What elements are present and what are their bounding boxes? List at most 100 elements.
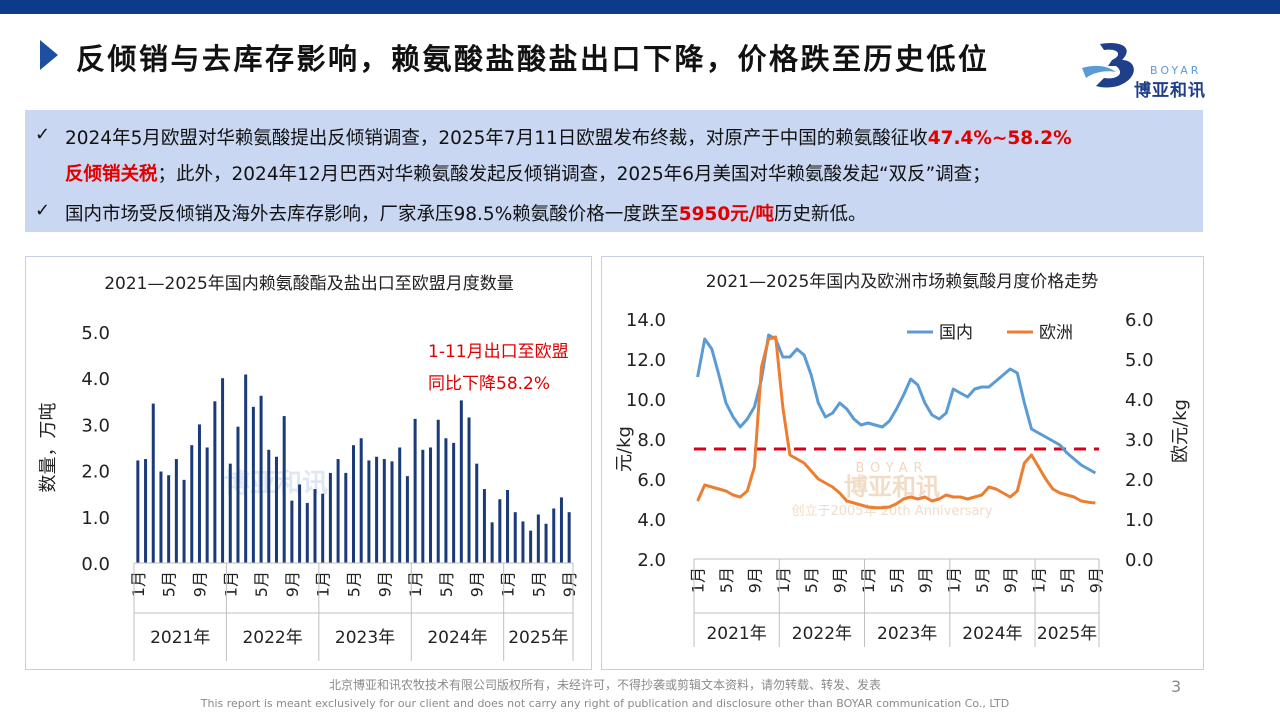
summary-bullet-1-line-1: 2024年5月欧盟对华赖氨酸提出反倾销调查，2025年7月11日欧盟发布终裁，对… <box>65 124 1072 150</box>
bar <box>328 472 332 563</box>
y-tick-label: 0.0 <box>81 554 110 575</box>
y-left-tick-label: 14.0 <box>626 310 666 331</box>
bar <box>197 424 201 563</box>
watermark-subtext: 创立于2005年 20th Anniversary <box>791 504 992 519</box>
bar <box>251 406 255 563</box>
x-month-label: 1月 <box>406 571 425 597</box>
price-line-chart: 2021—2025年国内及欧洲市场赖氨酸月度价格走势BOYAR博亚和讯创立于20… <box>614 272 1191 647</box>
bar <box>559 497 563 563</box>
x-year-label: 2021年 <box>150 628 210 648</box>
x-year-label: 2022年 <box>792 624 852 644</box>
x-month-label: 1月 <box>689 567 708 593</box>
x-year-label: 2023年 <box>877 624 937 644</box>
summary-bullet-2: 国内市场受反倾销及海外去库存影响，厂家承压98.5%赖氨酸价格一度跌至5950元… <box>65 200 867 226</box>
series-line-domestic <box>696 333 1097 475</box>
bar <box>536 514 540 563</box>
bar <box>405 476 409 563</box>
y-right-tick-label: 4.0 <box>1125 390 1154 411</box>
y-right-tick-label: 6.0 <box>1125 310 1154 331</box>
top-accent-bar <box>0 0 1280 14</box>
x-year-label: 2023年 <box>335 628 395 648</box>
bar <box>144 459 148 563</box>
x-month-label: 5月 <box>529 571 548 597</box>
x-month-label: 1月 <box>944 567 963 593</box>
logo-english-text: BOYAR <box>1150 64 1202 77</box>
x-month-label: 1月 <box>774 567 793 593</box>
x-month-label: 5月 <box>437 571 456 597</box>
bar <box>452 442 456 563</box>
bullet-1-text-cont: ；此外，2024年12月巴西对华赖氨酸发起反倾销调查，2025年6月美国对华赖氨… <box>157 164 991 185</box>
bar <box>375 456 379 563</box>
x-year-label: 2025年 <box>508 628 568 648</box>
bar <box>359 438 363 563</box>
bullet-1-highlight-rate: 47.4%~58.2% <box>927 128 1072 149</box>
bar <box>213 401 217 563</box>
y-left-tick-label: 10.0 <box>626 390 666 411</box>
x-month-label: 5月 <box>252 571 271 597</box>
bar <box>475 463 479 563</box>
bar <box>267 449 271 563</box>
y-axis-label: 数量，万吨 <box>38 403 59 493</box>
boyar-logo-icon <box>1082 42 1134 88</box>
chart-title: 2021—2025年国内赖氨酸酯及盐出口至欧盟月度数量 <box>104 274 514 294</box>
x-year-label: 2024年 <box>427 628 487 648</box>
x-month-label: 5月 <box>973 567 992 593</box>
y-right-tick-label: 1.0 <box>1125 510 1154 531</box>
y-tick-label: 4.0 <box>81 369 110 390</box>
check-icon: ✓ <box>35 124 51 145</box>
legend-label: 国内 <box>939 323 973 343</box>
bullet-1-text: 2024年5月欧盟对华赖氨酸提出反倾销调查，2025年7月11日欧盟发布终裁，对… <box>65 128 928 149</box>
y-left-tick-label: 4.0 <box>637 510 666 531</box>
x-month-label: 1月 <box>499 571 518 597</box>
bar <box>244 374 248 563</box>
bar <box>352 445 355 563</box>
bar <box>459 400 463 563</box>
bullet-2-text-end: 历史新低。 <box>774 204 867 225</box>
logo-chinese-text: 博亚和讯 <box>1134 81 1206 101</box>
page-number: 3 <box>1171 677 1182 696</box>
series-line-europe <box>696 335 1096 510</box>
y-right-axis-label: 欧元/kg <box>1170 399 1191 463</box>
bar <box>136 460 140 563</box>
annotation-line-2: 同比下降58.2% <box>428 374 550 394</box>
bar <box>174 459 178 563</box>
bar <box>205 447 209 563</box>
x-month-label: 9月 <box>916 567 935 593</box>
annotation-line-1: 1-11月出口至欧盟 <box>428 342 569 362</box>
bullet-2-highlight-price: 5950元/吨 <box>678 204 775 225</box>
y-tick-label: 2.0 <box>81 462 110 483</box>
bar <box>228 463 232 563</box>
bar <box>413 418 417 563</box>
y-left-tick-label: 8.0 <box>637 430 666 451</box>
chart-title: 2021—2025年国内及欧洲市场赖氨酸月度价格走势 <box>706 272 1099 292</box>
bar <box>151 403 155 563</box>
bar <box>305 502 309 563</box>
x-month-label: 5月 <box>888 567 907 593</box>
bar <box>159 471 163 563</box>
bullet-1-highlight-duty: 反倾销关税 <box>65 164 158 185</box>
bar <box>190 445 194 563</box>
x-month-label: 9月 <box>831 567 850 593</box>
bar <box>506 490 510 563</box>
footer-copyright-cn: 北京博亚和讯农牧技术有限公司版权所有，未经许可，不得抄袭或剪辑文本资料，请勿转载… <box>328 678 881 692</box>
page-title: 反倾销与去库存影响，赖氨酸盐酸盐出口下降，价格跌至历史低位 <box>76 42 990 76</box>
bar <box>236 426 240 563</box>
x-month-label: 1月 <box>859 567 878 593</box>
bar <box>274 456 278 563</box>
x-month-label: 5月 <box>1058 567 1077 593</box>
title-arrow-icon <box>40 40 58 70</box>
y-tick-label: 5.0 <box>81 323 110 344</box>
bar <box>321 493 325 563</box>
x-month-label: 9月 <box>375 571 394 597</box>
bar <box>259 395 263 563</box>
bar <box>552 508 556 563</box>
bar <box>490 522 494 563</box>
x-month-label: 5月 <box>345 571 364 597</box>
x-month-label: 5月 <box>160 571 179 597</box>
x-year-label: 2022年 <box>242 628 302 648</box>
bar <box>336 459 340 563</box>
check-icon: ✓ <box>35 200 51 221</box>
x-month-label: 5月 <box>802 567 821 593</box>
bar <box>313 489 317 563</box>
bar <box>398 447 402 563</box>
